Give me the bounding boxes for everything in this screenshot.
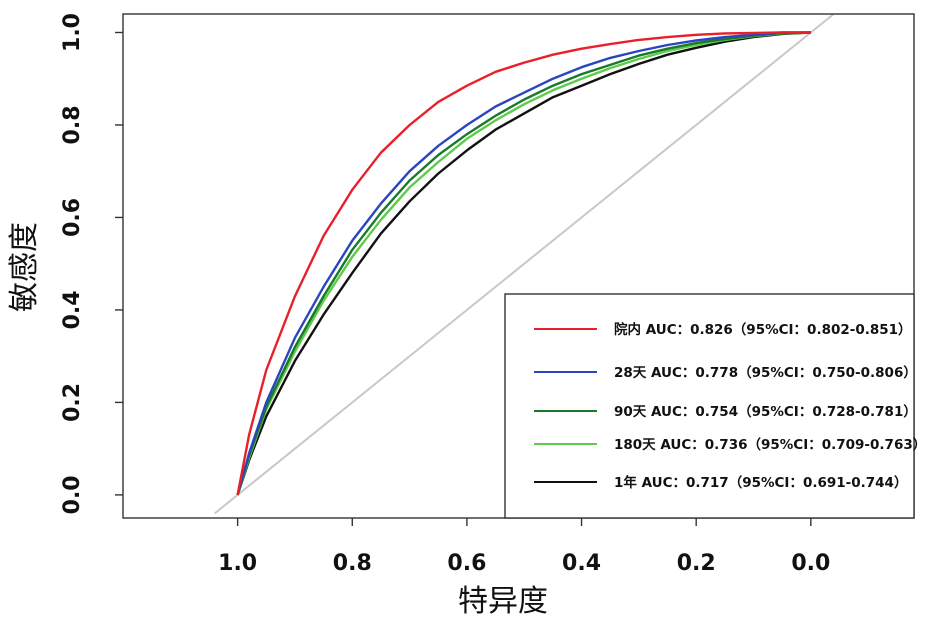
x-tick-label: 0.2: [677, 551, 716, 576]
roc-curve-90天: [236, 31, 811, 496]
x-tick-label: 0.0: [791, 551, 830, 576]
roc-curve-28天: [236, 31, 811, 496]
y-tick-label: 0.4: [60, 290, 85, 329]
legend-label-180天: 180天 AUC：0.736（95%CI：0.709-0.763）: [614, 437, 926, 453]
legend-label-90天: 90天 AUC：0.754（95%CI：0.728-0.781）: [614, 404, 917, 420]
y-tick-label: 0.6: [60, 198, 85, 237]
x-tick-label: 0.8: [333, 551, 372, 576]
y-axis-title: 敏感度: [7, 222, 42, 312]
y-tick-label: 0.0: [60, 475, 85, 514]
y-tick-label: 0.2: [60, 383, 85, 422]
reference-diagonal-line: [214, 14, 835, 515]
roc-curve-180天: [236, 31, 811, 496]
y-tick-label: 1.0: [60, 13, 85, 52]
legend-box: [504, 293, 915, 519]
x-tick-label: 0.4: [562, 551, 601, 576]
x-tick-label: 0.6: [447, 551, 486, 576]
roc-curve-院内: [236, 31, 811, 496]
x-tick-label: 1.0: [218, 551, 257, 576]
legend-label-院内: 院内 AUC：0.826（95%CI：0.802-0.851）: [614, 321, 912, 338]
x-axis-title: 特异度: [458, 584, 548, 619]
roc-curve-1年: [236, 31, 811, 496]
legend-label-1年: 1年 AUC：0.717（95%CI：0.691-0.744）: [614, 474, 907, 491]
legend-label-28天: 28天 AUC：0.778（95%CI：0.750-0.806）: [614, 365, 917, 381]
y-tick-label: 0.8: [60, 105, 85, 144]
